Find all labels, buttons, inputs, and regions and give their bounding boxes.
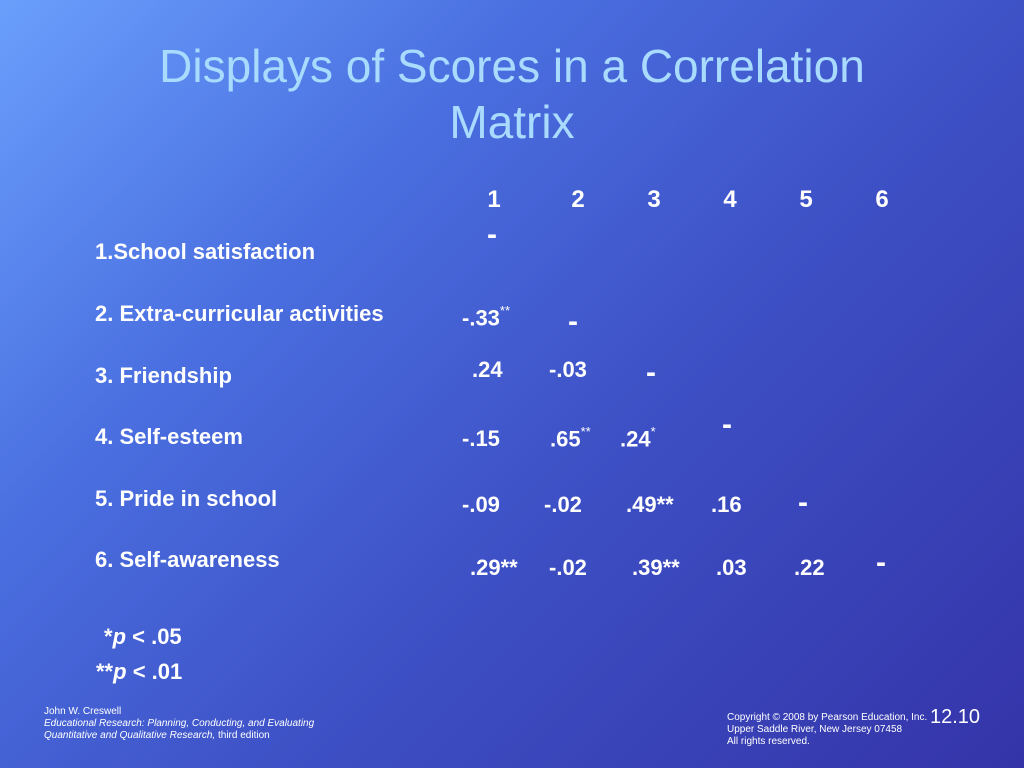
note-p: p — [112, 624, 127, 649]
cell-value: .65 — [550, 426, 581, 452]
footer-copyright: Copyright © 2008 by Pearson Education, I… — [727, 712, 927, 748]
cell-r4-c2: .65** — [550, 424, 591, 452]
column-header-3: 3 — [647, 186, 661, 213]
diagonal-dash-4: - — [722, 408, 732, 441]
footer-edition: third edition — [215, 730, 270, 741]
cell-r4-c3: .24* — [620, 424, 656, 452]
diagonal-dash-5: - — [798, 486, 808, 519]
footer-author: John W. Creswell — [44, 706, 122, 717]
row-label-2: 2. Extra-curricular activities — [95, 301, 384, 326]
copyright-line-3: All rights reserved. — [727, 736, 810, 747]
cell-r5-c3: .49** — [626, 492, 674, 517]
significance-marker: ** — [499, 303, 511, 318]
cell-value: -.33 — [462, 305, 500, 331]
diagonal-dash-2: - — [568, 305, 578, 338]
slide-number: 12.10 — [930, 706, 981, 728]
cell-r6-c2: -.02 — [549, 555, 587, 580]
cell-r3-c1: .24 — [472, 357, 503, 382]
diagonal-dash-6: - — [876, 546, 886, 579]
cell-value: .24 — [620, 426, 651, 452]
column-header-2: 2 — [571, 186, 585, 213]
footer-citation: John W. Creswell Educational Research: P… — [44, 706, 314, 742]
cell-r5-c1: -.09 — [462, 492, 500, 517]
row-label-1: 1.School satisfaction — [95, 239, 316, 264]
footer-book-title: Educational Research: Planning, Conducti… — [44, 718, 315, 729]
cell-r6-c1: .29** — [470, 555, 518, 580]
note-stars: * — [104, 624, 113, 649]
row-label-5: 5. Pride in school — [95, 486, 278, 511]
copyright-line-1: Copyright © 2008 by Pearson Education, I… — [727, 712, 928, 723]
cell-r6-c3: .39** — [632, 555, 680, 580]
cell-r5-c4: .16 — [711, 492, 742, 517]
cell-r5-c2: -.02 — [544, 492, 582, 517]
diagonal-dash-1: - — [487, 218, 497, 251]
row-label-6: 6. Self-awareness — [95, 547, 280, 572]
significance-marker: ** — [580, 424, 591, 439]
cell-r2-c1: -.33** — [462, 303, 511, 331]
column-header-6: 6 — [875, 186, 889, 213]
title-line-1: Displays of Scores in a Correlation — [159, 40, 865, 92]
column-header-5: 5 — [799, 186, 813, 213]
copyright-line-2: Upper Saddle River, New Jersey 07458 — [727, 724, 903, 735]
footer-book-title-cont: Quantitative and Qualitative Research, — [44, 730, 216, 741]
note-threshold: < .01 — [126, 659, 183, 684]
note-stars: ** — [96, 659, 114, 684]
column-headers: 1 2 3 4 5 6 — [0, 186, 1024, 216]
slide-title: Displays of Scores in a Correlation Matr… — [0, 38, 1024, 150]
column-header-1: 1 — [487, 186, 501, 213]
row-label-4: 4. Self-esteem — [95, 424, 243, 449]
significance-marker: * — [650, 424, 656, 439]
diagonal-dash-3: - — [646, 356, 656, 389]
title-line-2: Matrix — [449, 96, 575, 148]
cell-r4-c1: -.15 — [462, 426, 500, 451]
significance-note-05: *p < .05 — [104, 624, 182, 650]
note-p: p — [113, 659, 127, 684]
cell-r6-c5: .22 — [794, 555, 825, 580]
row-label-3: 3. Friendship — [95, 363, 232, 388]
cell-r6-c4: .03 — [716, 555, 747, 580]
note-threshold: < .05 — [126, 624, 182, 649]
significance-note-01: **p < .01 — [96, 659, 182, 685]
column-header-4: 4 — [723, 186, 737, 213]
cell-r3-c2: -.03 — [549, 357, 587, 382]
